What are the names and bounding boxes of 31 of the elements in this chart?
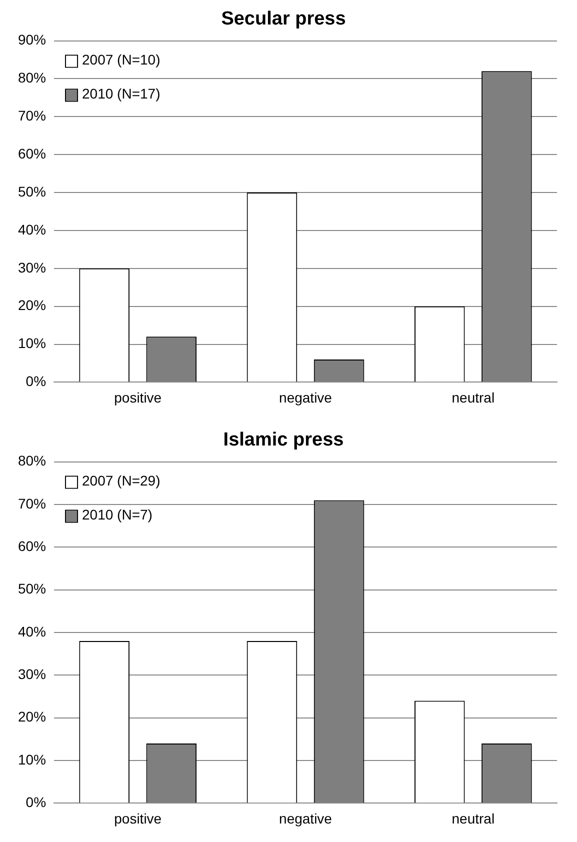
- y-tick-label: 50%: [18, 183, 46, 200]
- y-tick-label: 60%: [18, 538, 46, 554]
- y-tick-label: 80%: [18, 70, 46, 86]
- y-tick-label: 20%: [18, 297, 46, 314]
- y-tick-label: 0%: [26, 794, 46, 810]
- legend-label: 2010 (N=17): [82, 86, 160, 102]
- x-tick-label: negative: [279, 810, 332, 826]
- y-tick-label: 70%: [18, 495, 46, 512]
- y-tick-label: 10%: [18, 751, 46, 768]
- legend-label: 2010 (N=7): [82, 506, 152, 523]
- y-tick-label: 40%: [18, 623, 46, 640]
- chart-title: Secular press: [221, 8, 346, 30]
- x-tick-label: neutral: [452, 810, 495, 826]
- legend-label: 2007 (N=29): [82, 472, 160, 489]
- y-tick-label: 40%: [18, 221, 46, 238]
- y-tick-label: 60%: [18, 145, 46, 162]
- x-tick-label: neutral: [452, 389, 495, 406]
- y-tick-label: 30%: [18, 259, 46, 276]
- x-tick-label: positive: [114, 389, 162, 406]
- chart-title: Islamic press: [223, 430, 344, 451]
- y-tick-label: 20%: [18, 708, 46, 725]
- y-tick-label: 30%: [18, 666, 46, 682]
- y-tick-label: 0%: [26, 373, 46, 390]
- x-tick-label: negative: [279, 389, 332, 406]
- y-tick-label: 80%: [18, 452, 46, 469]
- legend-label: 2007 (N=10): [82, 52, 160, 68]
- y-tick-label: 10%: [18, 335, 46, 352]
- y-tick-label: 50%: [18, 580, 46, 597]
- y-tick-label: 70%: [18, 108, 46, 124]
- x-tick-label: positive: [114, 810, 162, 826]
- y-tick-label: 90%: [18, 32, 46, 48]
